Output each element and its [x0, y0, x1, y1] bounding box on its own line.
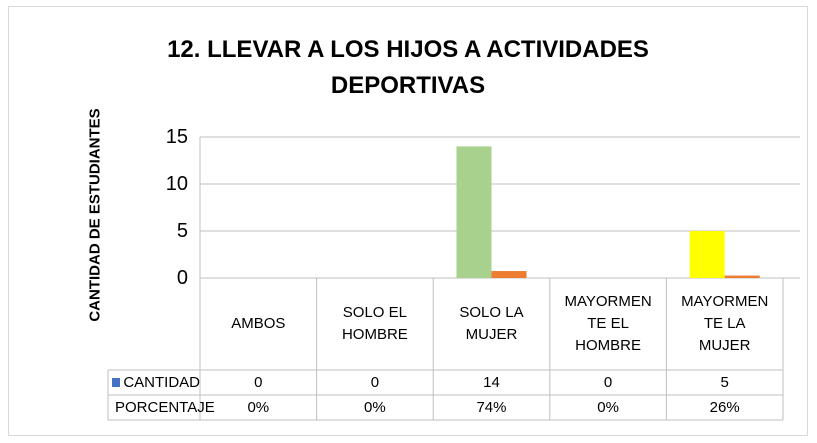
legend-key	[112, 378, 121, 387]
table-cell: 5	[720, 374, 729, 391]
legend-entry: CANTIDAD	[112, 370, 200, 395]
y-tick-label: 0	[176, 267, 188, 289]
table-cell: 0%	[247, 399, 270, 416]
table-cell: 74%	[476, 399, 507, 416]
table-cell: 0%	[364, 399, 386, 416]
y-tick-label: 10	[165, 173, 188, 195]
table-cell: 26%	[709, 399, 740, 416]
table-cell: 14	[483, 374, 500, 391]
x-tick-label: SOLO EL HOMBRE	[341, 304, 408, 343]
y-tick-label: 15	[165, 126, 188, 148]
chart-title: 12. LLEVAR A LOS HIJOS A ACTIVIDADES DEP…	[167, 36, 649, 99]
x-tick-label: AMBOS	[231, 315, 286, 332]
legend-entry: PORCENTAJE	[112, 395, 215, 420]
table-cell: 0	[370, 374, 380, 391]
y-tick-label: 5	[176, 220, 188, 242]
x-tick-label: MAYORMENTE EL HOMBRE	[564, 293, 652, 354]
legend-label: PORCENTAJE	[115, 399, 215, 416]
x-tick-label: MAYORMENTE LA MUJER	[681, 293, 769, 354]
x-tick-label: SOLO LA MUJER	[459, 304, 524, 343]
bar	[689, 231, 725, 278]
bar	[456, 146, 492, 278]
legend-label: CANTIDAD	[123, 374, 200, 391]
bar	[724, 275, 760, 278]
chart-frame	[8, 6, 808, 436]
y-axis-label: CANTIDAD DE ESTUDIANTES	[86, 108, 104, 322]
bar	[491, 271, 527, 278]
table-cell: 0	[254, 374, 263, 391]
table-cell: 0%	[597, 399, 619, 416]
table-cell: 0	[603, 374, 613, 391]
